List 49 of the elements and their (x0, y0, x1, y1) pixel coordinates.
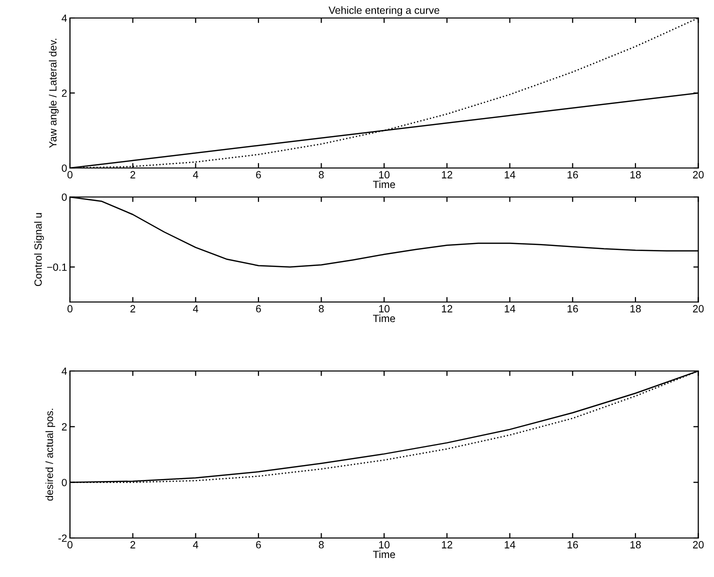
x-tick-label: 8 (318, 171, 324, 178)
x-tick-label: 10 (379, 171, 390, 178)
y-tick-label: -2 (58, 534, 67, 542)
x-tick-label: 0 (67, 541, 72, 548)
x-tick-label: 6 (256, 171, 261, 178)
x-axis-title: Time (372, 180, 396, 188)
x-tick-label: 18 (630, 541, 641, 548)
x-tick-label: 4 (192, 541, 198, 548)
x-tick-label: 4 (192, 305, 198, 312)
y-axis-title: Yaw angle / Lateral dev. (48, 38, 59, 148)
y-tick-label: 2 (62, 90, 67, 97)
x-tick-label: 2 (130, 541, 136, 548)
x-tick-label: 0 (67, 305, 72, 312)
x-tick-label: 14 (504, 171, 516, 178)
x-tick-label: 0 (67, 171, 72, 178)
x-tick-label: 20 (693, 541, 704, 548)
x-tick-label: 12 (442, 305, 452, 312)
x-tick-label: 14 (504, 541, 516, 548)
x-tick-label: 12 (442, 171, 452, 178)
x-axis-title: Time (372, 550, 396, 558)
x-tick-label: 12 (442, 541, 452, 548)
x-tick-label: 10 (379, 305, 390, 312)
x-tick-label: 14 (504, 305, 516, 312)
x-tick-label: 18 (630, 171, 641, 178)
y-axis-title: Control Signal u (34, 213, 44, 286)
x-tick-label: 4 (192, 171, 198, 178)
y-tick-label: −0.1 (47, 264, 67, 271)
x-tick-label: 8 (318, 305, 324, 312)
x-tick-label: 20 (693, 171, 704, 178)
x-tick-label: 16 (568, 305, 578, 312)
x-tick-label: 2 (130, 305, 136, 312)
y-tick-label: 0 (62, 478, 67, 486)
x-tick-label: 2 (130, 171, 136, 178)
x-tick-label: 16 (568, 541, 578, 548)
x-tick-label: 10 (379, 541, 390, 548)
y-axis-title: desired / actual pos. (45, 408, 56, 501)
y-tick-label: 2 (62, 423, 67, 430)
x-tick-label: 8 (318, 541, 324, 548)
x-tick-label: 16 (568, 171, 578, 178)
chart-title: Vehicle entering a curve (328, 6, 440, 16)
x-tick-label: 6 (256, 305, 261, 312)
x-tick-label: 18 (630, 305, 641, 312)
x-tick-label: 6 (256, 541, 261, 548)
y-tick-label: 0 (62, 164, 67, 172)
x-axis-title: Time (372, 314, 396, 322)
y-tick-label: 4 (62, 14, 67, 22)
y-tick-label: 0 (62, 194, 67, 201)
y-tick-label: 4 (62, 368, 67, 375)
x-tick-label: 20 (693, 305, 704, 312)
